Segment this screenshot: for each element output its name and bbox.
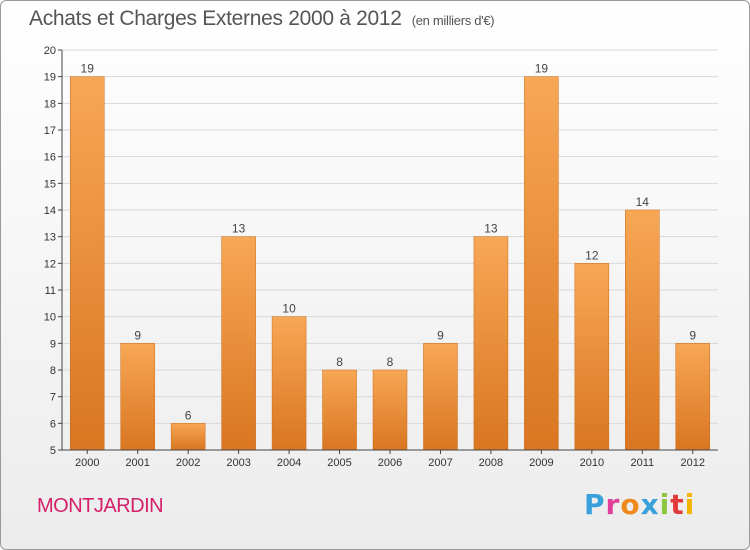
data-label: 9 xyxy=(134,328,141,342)
x-tick-label: 2006 xyxy=(378,457,402,469)
bar xyxy=(221,236,256,451)
axes: 5 6 7 8 9 10 11 12 13 14 15 16 17 18 19 20 2000 2001 2002 2… xyxy=(44,45,718,469)
x-tick-label: 2002 xyxy=(176,457,200,469)
bar xyxy=(170,423,206,451)
data-label: 14 xyxy=(636,195,650,209)
y-tick-label: 6 xyxy=(50,418,56,430)
y-tick-label: 9 xyxy=(50,338,56,350)
bar xyxy=(271,316,307,451)
x-tick-label: 2008 xyxy=(479,457,503,469)
y-tick-label: 17 xyxy=(44,125,56,137)
x-tick-label: 2007 xyxy=(428,457,452,469)
y-tick-label: 5 xyxy=(50,445,56,457)
logo-letter: x xyxy=(640,488,660,521)
x-tick-label: 2004 xyxy=(277,457,301,469)
data-label: 8 xyxy=(387,355,394,369)
bar xyxy=(574,263,610,451)
y-tick-label: 11 xyxy=(45,285,56,297)
y-tick-label: 12 xyxy=(44,258,56,270)
bar xyxy=(69,76,105,451)
x-tick-label: 2000 xyxy=(75,457,99,469)
data-label: 8 xyxy=(336,355,343,369)
data-label: 6 xyxy=(185,408,192,422)
bar xyxy=(322,369,357,451)
data-label: 19 xyxy=(81,62,95,76)
x-tick-label: 2010 xyxy=(580,457,604,469)
y-tick-label: 19 xyxy=(44,72,56,84)
x-tick-label: 2011 xyxy=(630,457,654,469)
chart-title-text: Achats et Charges Externes 2000 à 2012 xyxy=(29,7,402,30)
data-label: 12 xyxy=(585,248,599,262)
data-label: 19 xyxy=(535,62,549,76)
x-tick-label: 2012 xyxy=(681,457,705,469)
bar xyxy=(625,209,660,451)
y-tick-label: 15 xyxy=(44,178,56,190)
logo-letter: i xyxy=(684,488,696,521)
proxiti-logo: Proxiti xyxy=(584,488,695,521)
bar xyxy=(675,343,711,451)
commune-name: MONTJARDIN xyxy=(37,495,164,517)
y-tick-label: 18 xyxy=(44,98,56,110)
y-tick-label: 10 xyxy=(44,312,56,324)
bar xyxy=(120,343,155,451)
bars: 19 9 6 13 10 8 8 9 13 19 12 14 9 xyxy=(69,62,711,451)
bar xyxy=(524,76,559,451)
data-label: 13 xyxy=(484,222,498,236)
x-tick-label: 2001 xyxy=(125,457,149,469)
logo-letter: P xyxy=(584,488,606,521)
x-tick-label: 2003 xyxy=(226,457,250,469)
bar xyxy=(473,236,509,451)
y-tick-label: 14 xyxy=(44,205,56,217)
logo-letter: o xyxy=(620,488,641,521)
chart-title: Achats et Charges Externes 2000 à 2012 (e… xyxy=(29,7,495,31)
y-tick-label: 13 xyxy=(44,232,56,244)
data-label: 9 xyxy=(689,328,696,342)
logo-letter: r xyxy=(605,488,621,521)
x-tick-label: 2005 xyxy=(327,457,351,469)
logo-letter: t xyxy=(670,488,685,521)
y-tick-label: 16 xyxy=(44,152,56,164)
data-label: 13 xyxy=(232,222,246,236)
y-tick-label: 20 xyxy=(44,45,56,57)
x-tick-label: 2009 xyxy=(529,457,553,469)
bar xyxy=(423,343,458,451)
logo-letter: i xyxy=(659,488,671,521)
data-label: 9 xyxy=(437,328,444,342)
bar xyxy=(372,369,408,451)
y-tick-label: 7 xyxy=(50,392,56,404)
y-tick-label: 8 xyxy=(50,365,56,377)
chart-unit: (en milliers d'€) xyxy=(411,13,495,28)
data-label: 10 xyxy=(282,302,296,316)
